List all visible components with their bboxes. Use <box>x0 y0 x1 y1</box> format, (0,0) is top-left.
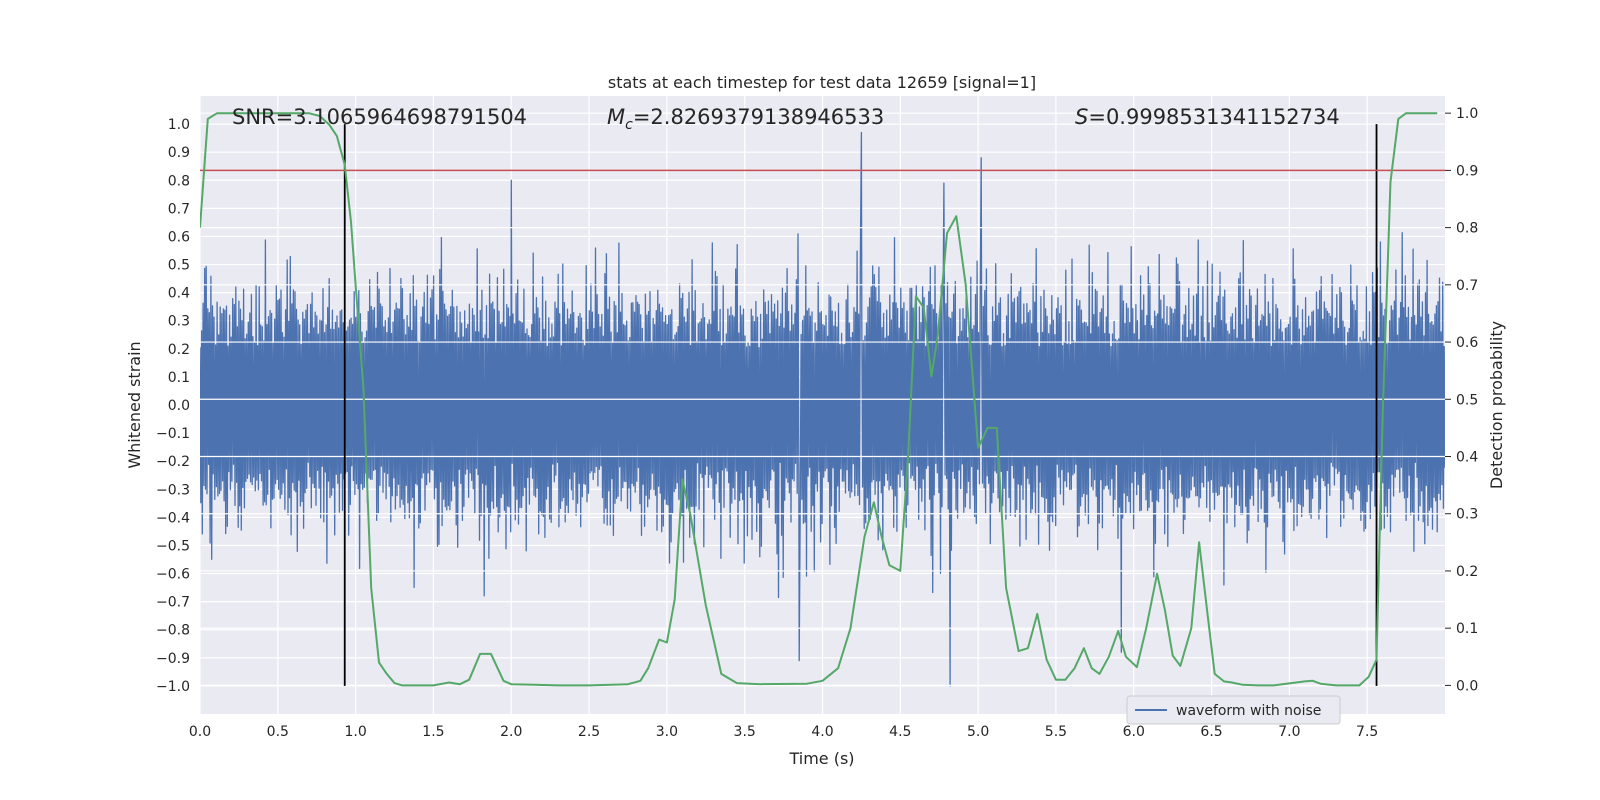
y-tick-label-left: 0.3 <box>168 314 190 330</box>
y-tick-label-right: 0.1 <box>1456 621 1478 637</box>
right-axis-grid <box>200 112 1445 686</box>
chirp-mass-symbol: M <box>607 105 625 129</box>
x-axis-label: Time (s) <box>788 749 854 768</box>
y-tick-label-left: −0.8 <box>156 623 190 639</box>
x-tick-label: 4.5 <box>889 724 911 740</box>
x-tick-label: 0.5 <box>267 724 289 740</box>
y-tick-label-left: 0.2 <box>168 342 190 358</box>
y-tick-label-right: 0.3 <box>1456 507 1478 523</box>
right-axis-ticks: 1.0 0.9 0.8 0.7 0.6 0.5 0.4 0.3 0.2 0.1 0.0 <box>1445 106 1478 694</box>
y-tick-label-right: 0.6 <box>1456 335 1478 351</box>
y-tick-label-left: 0.8 <box>168 173 190 189</box>
x-tick-label: 0.0 <box>189 724 211 740</box>
x-tick-label: 7.5 <box>1356 724 1378 740</box>
x-tick-label: 5.0 <box>967 724 989 740</box>
chirp-mass-value: =2.8269379138946533 <box>633 105 884 129</box>
y-tick-label-left: 0.9 <box>168 145 190 161</box>
y-tick-label-left: −0.5 <box>156 538 190 554</box>
x-tick-label: 5.5 <box>1045 724 1067 740</box>
x-tick-label: 7.0 <box>1278 724 1300 740</box>
left-axis-ticks: 1.0 0.9 0.8 0.7 0.6 0.5 0.4 0.3 0.2 0.1 0.0 −0.1 −0.… <box>156 117 190 695</box>
y-tick-label-left: −0.6 <box>156 567 190 583</box>
score-value: =0.9998531341152734 <box>1088 105 1339 129</box>
y-tick-label-left: −0.3 <box>156 482 190 498</box>
y-tick-label-right: 0.2 <box>1456 564 1478 580</box>
y-tick-label-right: 1.0 <box>1456 106 1478 122</box>
x-axis-ticks: 0.0 0.5 1.0 1.5 2.0 2.5 3.0 3.5 4.0 4.5 5.0 5.5 6.0 6… <box>189 724 1378 740</box>
probability-line <box>200 112 1438 687</box>
y-tick-label-right: 0.0 <box>1456 678 1478 694</box>
y-tick-label-left: −0.4 <box>156 510 190 526</box>
legend-box <box>1126 695 1341 725</box>
y-tick-label-right: 0.8 <box>1456 221 1478 237</box>
y-tick-label-right: 0.4 <box>1456 450 1478 466</box>
y-tick-label-left: 1.0 <box>168 117 190 133</box>
y-tick-label-right: 0.7 <box>1456 278 1478 294</box>
snr-annotation: SNR=3.1065964698791504 <box>232 105 527 129</box>
y-tick-label-left: −0.2 <box>156 454 190 470</box>
y-tick-label-left: 0.0 <box>168 398 190 414</box>
x-tick-label: 2.5 <box>578 724 600 740</box>
chirp-mass-subscript: c <box>625 117 633 133</box>
y-tick-label-left: 0.6 <box>168 229 190 245</box>
x-tick-label: 6.0 <box>1123 724 1145 740</box>
waveform-line <box>200 131 1445 687</box>
x-tick-label: 3.5 <box>734 724 756 740</box>
y-axis-label-right: Detection probability <box>1487 321 1506 489</box>
y-tick-label-left: −0.1 <box>156 426 190 442</box>
chart-title: stats at each timestep for test data 126… <box>608 73 1036 92</box>
x-tick-label: 1.5 <box>422 724 444 740</box>
x-tick-label: 3.0 <box>656 724 678 740</box>
y-tick-label-left: −0.7 <box>156 595 190 611</box>
legend-label: waveform with noise <box>1176 703 1321 719</box>
vertical-markers <box>200 124 1445 686</box>
y-tick-label-left: −0.9 <box>156 651 190 667</box>
y-tick-label-left: −1.0 <box>156 679 190 695</box>
y-tick-label-right: 0.5 <box>1456 392 1478 408</box>
score-annotation: S=0.9998531341152734 <box>1075 105 1340 129</box>
y-tick-label-left: 0.5 <box>168 258 190 274</box>
x-tick-label: 2.0 <box>500 724 522 740</box>
y-axis-label-left: Whitened strain <box>125 341 144 468</box>
x-tick-label: 1.0 <box>344 724 366 740</box>
chirp-mass-annotation: Mc=2.8269379138946533 <box>607 105 884 133</box>
score-symbol: S <box>1075 105 1088 129</box>
x-tick-label: 6.5 <box>1200 724 1222 740</box>
y-tick-label-left: 0.4 <box>168 286 190 302</box>
waveform-series <box>200 131 1445 687</box>
y-tick-label-left: 0.1 <box>168 370 190 386</box>
y-tick-label-left: 0.7 <box>168 201 190 217</box>
x-tick-label: 4.0 <box>811 724 833 740</box>
probability-series <box>200 112 1438 687</box>
y-tick-label-right: 0.9 <box>1456 163 1478 179</box>
legend: waveform with noise <box>1126 695 1341 725</box>
